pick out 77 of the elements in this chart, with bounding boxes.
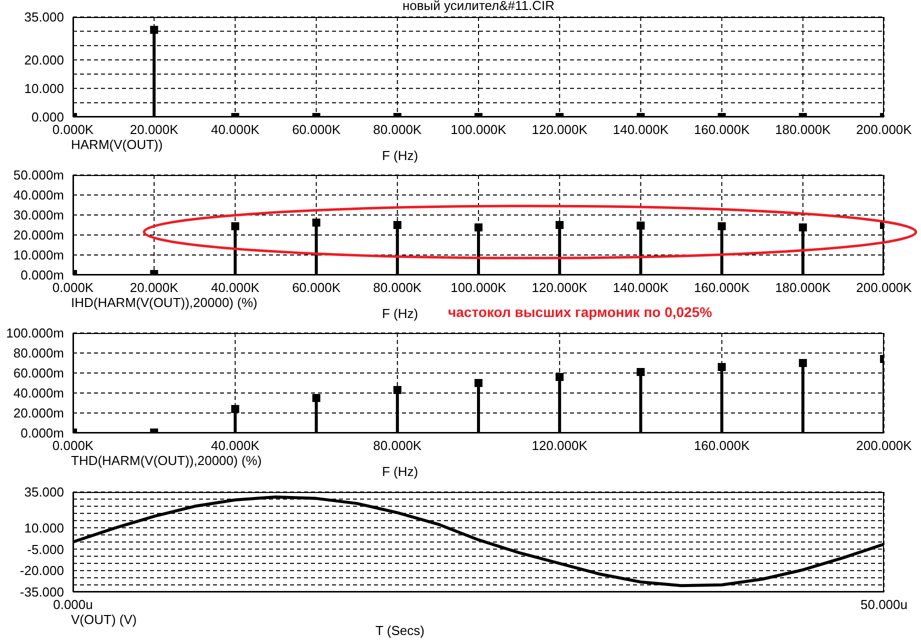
x-tick-label: 120.000K bbox=[532, 438, 588, 454]
y-tick-label: 35.000 bbox=[24, 484, 64, 500]
x-tick-label: 180.000K bbox=[775, 122, 832, 138]
x-tick-label: 60.000K bbox=[292, 280, 341, 296]
x-tick-label: 160.000K bbox=[694, 438, 750, 454]
y-tick-label: 10.000m bbox=[13, 248, 64, 263]
point bbox=[718, 363, 726, 371]
point bbox=[393, 386, 402, 394]
y-tick-label: 80.000m bbox=[13, 346, 64, 361]
x-axis-title: F (Hz) bbox=[380, 464, 420, 479]
x-tick-label: 200.000K bbox=[856, 122, 912, 138]
x-tick-label: 80.000K bbox=[373, 280, 422, 296]
x-tick-label: 40.000K bbox=[210, 280, 260, 296]
text: частокол высших гармоник по 0,025% bbox=[448, 304, 712, 320]
x-tick-label: 120.000K bbox=[532, 280, 588, 296]
series-label: HARM(V(OUT)) bbox=[71, 137, 163, 152]
point bbox=[718, 222, 726, 230]
point bbox=[312, 394, 320, 402]
x-tick-label: 160.000K bbox=[694, 280, 750, 296]
point bbox=[312, 218, 320, 227]
y-tick-label: 20.000m bbox=[13, 228, 64, 243]
x-tick-label: 0.000K bbox=[52, 122, 94, 138]
point bbox=[798, 359, 807, 367]
point bbox=[474, 379, 482, 387]
y-tick-label: 30.000m bbox=[13, 208, 64, 223]
x-tick-label: 140.000K bbox=[612, 122, 669, 138]
x-tick-label: 0.000K bbox=[52, 438, 94, 454]
x-tick-label: 100.000K bbox=[450, 280, 507, 296]
x-tick-label: 40.000K bbox=[210, 438, 260, 454]
x-tick-label: 50.000u bbox=[860, 597, 908, 612]
point bbox=[798, 223, 807, 232]
y-tick-label: -20.000 bbox=[20, 563, 64, 578]
x-tick-label: 20.000K bbox=[130, 122, 179, 138]
point bbox=[556, 373, 564, 381]
x-tick-label: 0.000u bbox=[53, 597, 93, 612]
y-tick-label: 20.000m bbox=[13, 406, 64, 421]
y-tick-label: 0.000m bbox=[20, 268, 64, 283]
point bbox=[231, 405, 240, 413]
x-tick-label: 160.000K bbox=[694, 122, 750, 138]
x-tick-label: 80.000K bbox=[373, 438, 422, 454]
x-tick-label: 60.000K bbox=[292, 122, 341, 138]
y-tick-label: 40.000m bbox=[13, 188, 64, 203]
y-tick-label: 60.000m bbox=[13, 366, 64, 381]
x-axis-title: T (Secs) bbox=[374, 623, 426, 638]
point bbox=[393, 221, 402, 229]
x-tick-label: 200.000K bbox=[856, 280, 912, 296]
x-tick-label: 200.000K bbox=[856, 438, 912, 454]
y-tick-label: 0.000m bbox=[20, 426, 64, 441]
y-tick-label: -5.000 bbox=[27, 542, 64, 557]
x-tick-label: 40.000K bbox=[210, 122, 260, 138]
x-tick-label: 180.000K bbox=[775, 280, 832, 296]
point bbox=[556, 221, 564, 229]
y-tick-label: 100.000m bbox=[6, 326, 64, 341]
series-label: THD(HARM(V(OUT)),20000) (%) bbox=[71, 453, 262, 468]
y-tick-label: 35.000 bbox=[24, 10, 64, 25]
x-tick-label: 120.000K bbox=[532, 122, 588, 138]
series-label: IHD(HARM(V(OUT)),20000) (%) bbox=[71, 295, 258, 310]
y-tick-label: -35.000 bbox=[20, 584, 64, 600]
y-tick-label: 0.000 bbox=[31, 110, 64, 125]
point bbox=[636, 222, 645, 230]
y-tick-label: 50.000m bbox=[13, 168, 64, 183]
x-tick-label: 100.000K bbox=[450, 122, 507, 138]
y-tick-label: 10.000 bbox=[24, 81, 64, 96]
x-tick-label: 20.000K bbox=[130, 280, 179, 296]
chart-title: новый усилител&#11.CIR bbox=[401, 0, 556, 13]
x-axis-title: F (Hz) bbox=[380, 148, 420, 163]
text: V(OUT) (V) bbox=[71, 612, 137, 627]
y-tick-label: 20.000 bbox=[24, 52, 64, 68]
point bbox=[231, 222, 240, 230]
point bbox=[474, 223, 482, 232]
y-tick-label: 40.000m bbox=[13, 386, 64, 401]
y-tick-label: 10.000 bbox=[24, 520, 64, 536]
x-tick-label: 0.000K bbox=[52, 280, 94, 296]
x-axis-title: F (Hz) bbox=[380, 306, 420, 321]
x-tick-label: 80.000K bbox=[373, 122, 422, 138]
x-tick-label: 140.000K bbox=[612, 280, 669, 296]
point bbox=[636, 368, 645, 376]
